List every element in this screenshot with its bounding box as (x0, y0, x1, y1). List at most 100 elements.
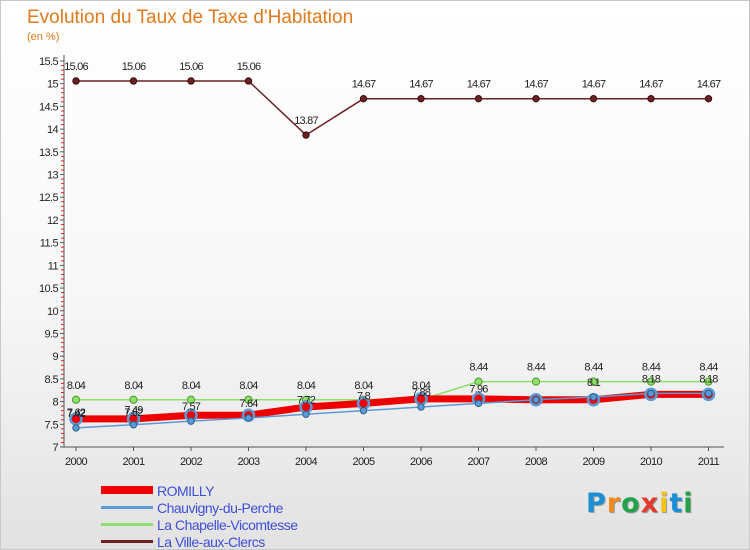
data-label-ville-aux-clercs: 15.06 (179, 61, 203, 73)
legend-label: La Ville-aux-Clercs (157, 534, 265, 550)
data-point-ville-aux-clercs (244, 77, 253, 85)
data-label-ville-aux-clercs: 14.67 (467, 79, 491, 91)
logo-letter: t (669, 488, 684, 519)
y-tick-label: 14.5 (39, 101, 58, 113)
data-point-chauvigny (532, 396, 540, 404)
x-tick-label: 2010 (640, 456, 663, 468)
legend-swatch-chapelle (101, 523, 153, 526)
data-point-chauvigny (187, 417, 195, 425)
y-tick-label: 11 (48, 260, 59, 272)
data-point-ville-aux-clercs (589, 94, 598, 103)
y-tick-label: 13 (47, 170, 59, 182)
y-tick-label: 14 (47, 124, 59, 136)
y-tick-label: 8 (52, 397, 58, 409)
data-label-chapelle: 8.44 (584, 362, 603, 374)
data-label-chauvigny: 8.1 (587, 377, 601, 389)
data-label-chapelle: 8.44 (699, 362, 718, 374)
data-label-chapelle: 8.04 (354, 380, 373, 392)
chart-title: Evolution du Taux de Taxe d'Habitation (27, 7, 354, 28)
data-point-ville-aux-clercs (417, 94, 425, 103)
data-label-ville-aux-clercs: 15.06 (237, 61, 261, 73)
data-point-chauvigny (359, 406, 368, 415)
data-point-chapelle (589, 377, 598, 386)
y-tick-label: 15 (47, 79, 59, 91)
x-tick-label: 2008 (525, 456, 548, 468)
data-point-chauvigny (417, 403, 425, 411)
data-label-ville-aux-clercs: 14.67 (409, 79, 433, 91)
data-point-ville-aux-clercs (187, 77, 195, 85)
legend-swatch-ville-aux-clercs (101, 540, 153, 543)
data-label-ville-aux-clercs: 14.67 (639, 79, 663, 91)
data-label-chapelle: 8.04 (182, 380, 201, 392)
logo-letter: P (586, 488, 607, 519)
y-tick-label: 9 (52, 351, 58, 363)
data-point-chapelle (531, 377, 541, 386)
x-tick-label: 2004 (295, 456, 318, 468)
data-label-ville-aux-clercs: 14.67 (697, 79, 721, 91)
data-point-chapelle (129, 395, 138, 404)
y-tick-label: 7.5 (45, 419, 59, 431)
x-tick-label: 2007 (467, 456, 490, 468)
data-point-chauvigny (474, 399, 483, 408)
y-tick-label: 13.5 (39, 147, 58, 159)
y-tick-label: 11.5 (40, 238, 59, 250)
data-point-chapelle (71, 395, 81, 404)
logo-letter: i (683, 488, 694, 519)
data-label-chapelle: 8.04 (412, 380, 431, 392)
data-label-chauvigny: 7.49 (124, 405, 143, 417)
data-label-chauvigny: 7.8 (357, 391, 371, 403)
data-point-chauvigny (72, 424, 80, 432)
legend-label: Chauvigny-du-Perche (157, 500, 283, 516)
x-tick-label: 2000 (65, 456, 88, 468)
data-label-ville-aux-clercs: 14.67 (582, 79, 606, 91)
x-tick-label: 2009 (582, 456, 605, 468)
data-point-chapelle (244, 395, 253, 404)
data-label-ville-aux-clercs: 14.67 (352, 79, 376, 91)
data-point-chauvigny (647, 389, 655, 398)
data-label-chauvigny: 7.72 (297, 394, 316, 406)
y-tick-label: 12 (47, 215, 59, 227)
legend-swatch-romilly (101, 486, 153, 494)
x-tick-label: 2001 (122, 456, 145, 468)
y-tick-label: 9.5 (45, 328, 59, 340)
data-label-chapelle: 8.04 (239, 380, 258, 392)
series-line-romilly (76, 390, 709, 423)
data-label-chauvigny: 7.88 (412, 387, 431, 399)
data-label-chauvigny: 8.18 (699, 373, 718, 385)
y-tick-label: 10.5 (39, 283, 58, 295)
data-label-chauvigny: 7.57 (182, 401, 201, 413)
x-tick-label: 2002 (180, 456, 203, 468)
data-label-romilly: 7.62 (124, 407, 143, 419)
data-point-chauvigny (589, 393, 598, 401)
data-label-chauvigny: 8.18 (642, 373, 661, 385)
legend-swatch-chauvigny (101, 506, 153, 509)
data-point-ville-aux-clercs (704, 94, 713, 103)
series-line-ville-aux-clercs (76, 80, 709, 136)
data-point-chauvigny (704, 389, 713, 398)
data-point-ville-aux-clercs (532, 94, 540, 103)
logo-letter: i (659, 488, 670, 519)
y-tick-label: 10 (47, 306, 59, 318)
x-tick-label: 2006 (410, 456, 433, 468)
data-label-chapelle: 8.04 (67, 380, 86, 392)
data-point-ville-aux-clercs (359, 94, 368, 103)
data-label-chapelle: 8.44 (527, 362, 546, 374)
series-line-chauvigny (75, 392, 709, 429)
proxiti-logo: Proxiti (586, 488, 694, 519)
data-label-ville-aux-clercs: 13.87 (294, 115, 318, 127)
data-point-chauvigny (244, 414, 253, 422)
legend-label: La Chapelle-Vicomtesse (157, 517, 298, 533)
data-point-ville-aux-clercs (129, 77, 138, 85)
legend-label: ROMILLY (157, 483, 214, 499)
data-point-ville-aux-clercs (302, 131, 310, 139)
data-label-romilly: 7.62 (67, 407, 86, 419)
data-point-chauvigny (129, 421, 138, 429)
data-point-ville-aux-clercs (72, 77, 80, 85)
data-point-chapelle (704, 377, 713, 386)
y-tick-label: 12.5 (39, 192, 58, 204)
data-point-ville-aux-clercs (474, 94, 483, 103)
data-label-ville-aux-clercs: 15.06 (64, 61, 88, 73)
x-tick-label: 2005 (352, 456, 375, 468)
